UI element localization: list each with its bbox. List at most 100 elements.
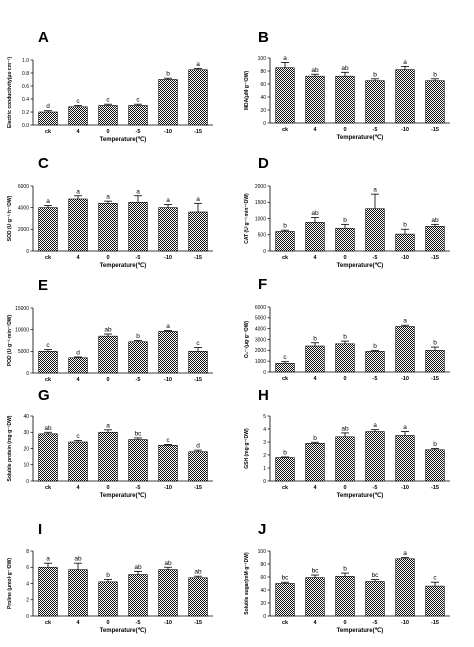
x-tick-label: -15 <box>194 129 202 135</box>
significance-letter: a <box>166 323 170 330</box>
x-tick-label: -5 <box>373 620 378 626</box>
bar <box>98 335 118 374</box>
bar <box>98 431 118 482</box>
bar <box>128 341 148 374</box>
x-tick-label: -15 <box>431 376 439 382</box>
y-axis-title: POD (U·g⁻¹·min⁻¹DW) <box>7 314 13 366</box>
y-tick-label: 2000 <box>255 348 266 354</box>
bar <box>158 569 178 617</box>
significance-letter: b <box>313 435 317 442</box>
bar <box>275 457 295 482</box>
significance-letter: ab <box>164 560 172 567</box>
panel-a: A 0.0 0.2 0.4 0.6 0.8 1.0 d ck c 4 c 0 c -5 b -10 a -15 Tem… <box>7 29 213 143</box>
bar <box>305 75 325 124</box>
bar <box>395 233 415 252</box>
x-axis-title: Temperature(℃) <box>100 262 147 269</box>
y-tick-label: 4 <box>26 581 29 587</box>
significance-letter: d <box>76 349 80 356</box>
y-axis-title: Soluble protein (mg·g⁻¹DW) <box>7 415 13 481</box>
x-tick-label: -5 <box>136 620 141 626</box>
y-tick-label: 0 <box>263 370 266 376</box>
y-tick-label: 6 <box>26 565 29 571</box>
x-tick-label: -5 <box>136 255 141 261</box>
x-tick-label: -5 <box>136 129 141 135</box>
significance-letter: a <box>76 188 80 195</box>
y-tick-label: 4 <box>263 427 266 433</box>
bar <box>395 435 415 482</box>
x-tick-label: ck <box>282 255 289 261</box>
x-tick-label: -10 <box>164 255 172 261</box>
y-tick-label: 0 <box>263 249 266 255</box>
y-tick-label: 2000 <box>255 184 266 190</box>
bar <box>365 351 385 373</box>
x-tick-label: -15 <box>431 255 439 261</box>
y-tick-label: 100 <box>258 549 267 555</box>
y-tick-label: 5000 <box>255 316 266 322</box>
panel-label: B <box>258 29 269 46</box>
x-tick-label: -5 <box>373 485 378 491</box>
significance-letter: d <box>46 103 50 110</box>
x-tick-label: 4 <box>76 620 80 626</box>
panel-label: C <box>38 155 49 172</box>
significance-letter: b <box>433 441 437 448</box>
x-tick-label: ck <box>45 485 52 491</box>
significance-letter: a <box>403 318 407 325</box>
bar <box>38 111 58 126</box>
y-axis-title: O₂⁻·(μg·g⁻¹DW) <box>244 321 250 359</box>
significance-letter: a <box>283 55 287 62</box>
y-tick-label: 0.4 <box>22 97 29 103</box>
y-tick-label: 1.0 <box>22 58 29 64</box>
significance-letter: a <box>403 59 407 66</box>
bar <box>38 433 58 482</box>
y-tick-label: 40 <box>260 95 266 101</box>
significance-letter: bc <box>135 430 143 437</box>
x-tick-label: 4 <box>313 255 317 261</box>
significance-letter: a <box>196 196 200 203</box>
significance-letter: ab <box>341 425 349 432</box>
y-tick-label: 2 <box>263 453 266 459</box>
significance-letter: a <box>166 197 170 204</box>
panel-d: D 0 500 1000 1500 2000 b ck ab 4 b 0 a -5 b -10 ab -15 Tem… <box>244 155 450 269</box>
panel-label: D <box>258 155 269 172</box>
bar <box>335 75 355 124</box>
significance-letter: c <box>433 575 437 582</box>
significance-letter: c <box>166 437 170 444</box>
x-tick-label: -10 <box>164 129 172 135</box>
y-tick-label: 40 <box>260 588 266 594</box>
bar <box>335 227 355 252</box>
significance-letter: ab <box>134 564 142 571</box>
bar <box>128 105 148 126</box>
x-tick-label: -5 <box>373 376 378 382</box>
y-tick-label: 60 <box>260 82 266 88</box>
bar <box>68 106 88 126</box>
significance-letter: b <box>433 71 437 78</box>
bar <box>158 444 178 482</box>
significance-letter: ab <box>431 217 439 224</box>
bar <box>425 449 445 482</box>
significance-letter: a <box>136 188 140 195</box>
significance-letter: c <box>283 354 287 361</box>
bar <box>188 577 208 617</box>
y-tick-label: 1000 <box>255 216 266 222</box>
panel-label: E <box>38 277 48 294</box>
bar <box>38 566 58 617</box>
y-tick-label: 1500 <box>255 200 266 206</box>
significance-letter: c <box>136 97 140 104</box>
bar <box>275 67 295 124</box>
significance-letter: bc <box>312 568 320 575</box>
bar <box>98 581 118 617</box>
panel-label: J <box>258 521 266 538</box>
significance-letter: bc <box>282 575 290 582</box>
panel-c: C 0 2000 4000 6000 a ck a 4 a 0 a -5 a -10 a -15 Temperat… <box>7 155 213 269</box>
x-tick-label: -10 <box>164 620 172 626</box>
bar <box>128 201 148 252</box>
y-tick-label: 0.0 <box>22 123 29 129</box>
bar <box>275 363 295 373</box>
panel-f: F 0 1000 2000 3000 4000 5000 6000 c ck b 4 b 0 b -5 a -10… <box>244 276 450 382</box>
bar <box>305 442 325 482</box>
bar <box>158 331 178 374</box>
bar <box>335 343 355 373</box>
significance-letter: b <box>373 71 377 78</box>
bar <box>365 80 385 124</box>
x-tick-label: -5 <box>136 485 141 491</box>
